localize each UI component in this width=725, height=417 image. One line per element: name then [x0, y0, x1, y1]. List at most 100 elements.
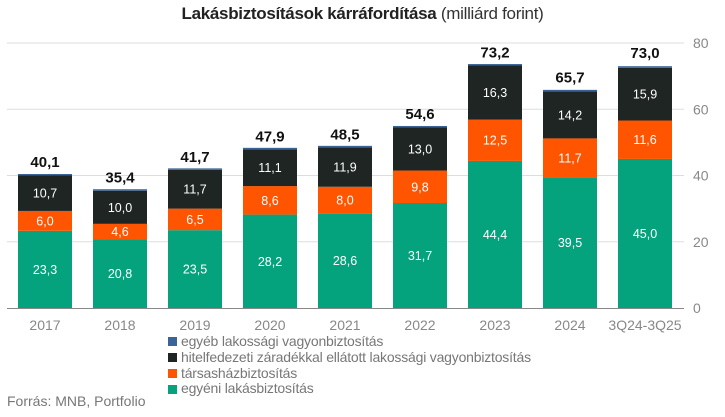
bar-segment	[18, 174, 72, 176]
bar-segment	[93, 223, 147, 240]
total-label: 54,6	[405, 106, 434, 123]
source-note: Forrás: MNB, Portfolio	[7, 393, 146, 409]
bar-segment	[18, 230, 72, 308]
chart-subtitle: (milliárd forint)	[440, 4, 544, 23]
data-label: 6,0	[36, 214, 53, 228]
x-tick-label: 2022	[404, 317, 435, 333]
total-label: 35,4	[105, 170, 135, 187]
legend-label-hitelfedezeti: hitelfedezeti záradékkal ellátott lakoss…	[181, 348, 531, 365]
bar-segment	[243, 149, 297, 187]
legend-item-tarsashaz: társasházbiztosítás	[168, 364, 531, 382]
data-label: 20,8	[108, 267, 132, 281]
data-label: 16,3	[483, 86, 507, 100]
bar-segment	[243, 186, 297, 215]
x-tick-label: 2021	[329, 317, 360, 333]
bar-segment	[393, 127, 447, 171]
legend-swatch-tarsashaz	[168, 368, 177, 378]
chart-title: Lakásbiztosítások kárráfordítása (milliá…	[0, 4, 725, 24]
y-tick-label: 20	[693, 234, 709, 250]
bar-segment	[168, 208, 222, 231]
data-label: 39,5	[558, 236, 582, 250]
x-tick-label: 3Q24-3Q25	[608, 317, 681, 333]
bar-segment	[18, 175, 72, 211]
legend-item-egyeb: egyéb lakossági vagyonbiztosítás	[168, 333, 531, 350]
total-label: 47,9	[255, 128, 284, 145]
data-label: 10,7	[33, 187, 57, 201]
bar-segment	[618, 66, 672, 68]
data-label: 8,0	[336, 194, 353, 208]
bar-segment	[468, 65, 522, 120]
x-tick-label: 2024	[554, 317, 585, 333]
bar-segment	[393, 125, 447, 128]
data-label: 11,6	[633, 133, 656, 147]
legend-item-hitelfedezeti: hitelfedezeti záradékkal ellátott lakoss…	[168, 348, 531, 366]
bar-segment	[318, 145, 372, 148]
data-label: 23,3	[33, 263, 57, 277]
bar-segment	[468, 119, 522, 161]
bar-segment	[168, 169, 222, 209]
stacked-bar-chart: 0 20 40 60 80 23,3 6,0 10,7 40,1 2017 20,8 4,6 10,0 3…	[7, 35, 709, 333]
x-tick-label: 2019	[179, 317, 210, 333]
bar-segment	[318, 147, 372, 187]
bar-segment	[543, 177, 597, 308]
x-tick-label: 2018	[104, 317, 135, 333]
data-label: 4,6	[111, 225, 128, 239]
data-label: 23,5	[183, 263, 207, 277]
legend-label-egyeb: egyéb lakossági vagyonbiztosítás	[181, 333, 384, 349]
chart-title-main: Lakásbiztosítások kárráfordítása	[181, 4, 437, 23]
x-tick-label: 2020	[254, 317, 285, 333]
bar-segment	[18, 210, 72, 231]
data-label: 13,0	[408, 143, 432, 157]
total-label: 73,0	[630, 45, 659, 62]
data-label: 45,0	[633, 227, 657, 241]
total-label: 73,2	[480, 45, 509, 62]
data-label: 12,5	[483, 134, 507, 148]
data-label: 28,2	[258, 255, 282, 269]
data-label: 9,8	[411, 180, 428, 194]
legend-swatch-egyeb	[168, 337, 177, 347]
bar-segment	[468, 64, 522, 66]
total-label: 40,1	[30, 154, 59, 171]
total-label: 65,7	[555, 69, 584, 86]
data-label: 8,6	[261, 194, 278, 208]
data-label: 11,7	[183, 183, 206, 197]
bar-segment	[93, 239, 147, 308]
data-label: 11,9	[333, 161, 356, 175]
bar-segment	[243, 214, 297, 308]
bar-segment	[93, 190, 147, 224]
bar-segment	[93, 189, 147, 191]
bar-segment	[168, 230, 222, 308]
data-label: 6,5	[186, 213, 203, 227]
legend-swatch-hitelfedezeti	[168, 353, 177, 363]
bar-segment	[468, 160, 522, 308]
legend-swatch-egyeni	[168, 384, 177, 394]
bar-segment	[618, 120, 672, 159]
bar-segment	[318, 213, 372, 308]
data-label: 14,2	[558, 108, 582, 122]
bar-segment	[543, 89, 597, 92]
bar-segment	[543, 91, 597, 139]
data-label: 15,9	[633, 88, 657, 102]
total-label: 41,7	[180, 149, 209, 166]
bar-segment	[543, 138, 597, 178]
data-label: 11,1	[258, 161, 281, 175]
bar-segment	[168, 168, 222, 170]
x-tick-label: 2023	[479, 317, 510, 333]
legend-item-egyeni: egyéni lakásbiztosítás	[168, 381, 531, 397]
legend: egyéb lakossági vagyonbiztosítás hitelfe…	[168, 333, 531, 397]
bar-segment	[618, 67, 672, 121]
bar-segment	[243, 147, 297, 150]
legend-label-tarsashaz: társasházbiztosítás	[181, 364, 298, 381]
data-label: 44,4	[483, 228, 507, 242]
y-tick-label: 0	[693, 300, 701, 316]
bar-segment	[318, 186, 372, 214]
y-tick-label: 60	[693, 101, 709, 117]
y-tick-label: 80	[693, 35, 709, 51]
data-label: 11,7	[558, 151, 581, 165]
data-label: 10,0	[108, 201, 132, 215]
data-label: 31,7	[408, 249, 432, 263]
bar-segment	[618, 158, 672, 308]
legend-label-egyeni: egyéni lakásbiztosítás	[181, 380, 314, 397]
y-tick-label: 40	[693, 168, 709, 184]
total-label: 48,5	[330, 126, 359, 143]
